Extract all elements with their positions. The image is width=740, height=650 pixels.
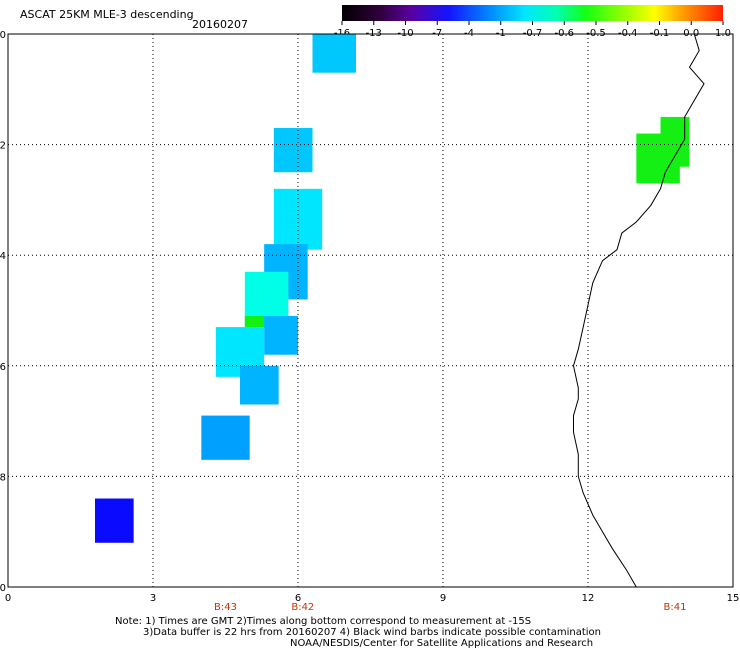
data-cell bbox=[240, 365, 279, 405]
plot-frame bbox=[7, 33, 734, 588]
pass-time-labels: B:43 B:42 B:41 bbox=[214, 602, 686, 613]
x-tick-label: 6 bbox=[295, 593, 301, 604]
x-tick-label: 9 bbox=[440, 593, 446, 604]
note-line-1: Note: 1) Times are GMT 2)Times along bot… bbox=[115, 616, 532, 627]
y-tick-label: -16 bbox=[0, 362, 6, 373]
data-cell bbox=[273, 188, 323, 250]
pass-time-label: B:41 bbox=[664, 602, 687, 613]
x-tick-label: 0 bbox=[5, 593, 11, 604]
data-cell bbox=[273, 128, 313, 173]
data-cell bbox=[312, 34, 356, 73]
pass-time-label: B:42 bbox=[291, 602, 314, 613]
colorbar-ticks: -16 -13 -10 -7 -4 -1 -0.7 -0.6 -0.5 -0.4 -0.1 0.0 1.… bbox=[334, 21, 731, 39]
map-title: ASCAT 25KM MLE-3 descending bbox=[20, 8, 194, 21]
data-cell bbox=[95, 498, 134, 543]
pass-time-label: B:43 bbox=[214, 602, 237, 613]
x-tick-label: 15 bbox=[727, 593, 740, 604]
colorbar-ramp bbox=[342, 5, 723, 21]
plot-area bbox=[7, 33, 734, 588]
y-tick-label: -14 bbox=[0, 251, 6, 262]
note-line-2: 3)Data buffer is 22 hrs from 20160207 4)… bbox=[143, 627, 601, 638]
x-tick-label: 3 bbox=[150, 593, 156, 604]
y-tick-label: -10 bbox=[0, 30, 6, 41]
y-tick-labels: -10 -12 -14 -16 -18 -20 bbox=[0, 30, 6, 594]
data-cell bbox=[201, 415, 250, 460]
data-cell bbox=[264, 316, 298, 355]
data-cell bbox=[244, 316, 265, 328]
map-date: 20160207 bbox=[192, 18, 248, 31]
grid-lines bbox=[8, 34, 733, 587]
x-tick-labels: 0 3 6 9 12 15 bbox=[5, 593, 740, 604]
y-tick-label: -18 bbox=[0, 472, 6, 483]
y-tick-label: -12 bbox=[0, 141, 6, 152]
data-cells bbox=[95, 34, 690, 543]
coastline bbox=[572, 33, 705, 588]
y-tick-label: -20 bbox=[0, 583, 6, 594]
note-line-3: NOAA/NESDIS/Center for Satellite Applica… bbox=[290, 638, 594, 649]
x-tick-label: 12 bbox=[582, 593, 595, 604]
